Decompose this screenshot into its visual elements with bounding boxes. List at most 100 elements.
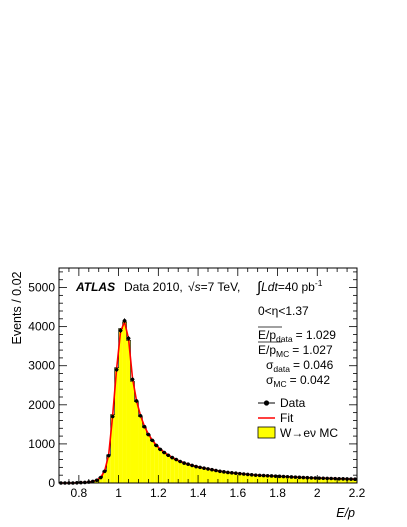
data-point bbox=[329, 476, 333, 481]
data-point bbox=[102, 469, 107, 474]
y-axis-ticks: 0 1000 2000 3000 4000 5000 bbox=[28, 271, 357, 490]
mc-bar bbox=[126, 340, 131, 483]
x-tick-label: 2 bbox=[314, 486, 321, 500]
stat-ep-data: E/pdata = 1.029 bbox=[258, 328, 336, 344]
mc-bar bbox=[198, 467, 203, 483]
data-point bbox=[114, 367, 119, 372]
mc-bar bbox=[229, 472, 234, 483]
mc-bar bbox=[146, 434, 151, 483]
y-tick-label: 0 bbox=[48, 476, 55, 490]
legend-data-label: Data bbox=[280, 396, 306, 410]
legend-entry-data: Data bbox=[258, 396, 306, 410]
data-point bbox=[293, 475, 298, 479]
stat-sigma-mc: σMC = 0.042 bbox=[266, 373, 330, 389]
mc-bar bbox=[273, 476, 278, 483]
data-point bbox=[321, 476, 326, 481]
mc-bar bbox=[249, 474, 254, 483]
data-point bbox=[194, 464, 198, 469]
mc-bar bbox=[178, 461, 183, 483]
mc-bar bbox=[194, 466, 199, 483]
data-point bbox=[122, 318, 127, 323]
data-point bbox=[178, 459, 182, 464]
data-point bbox=[126, 336, 131, 341]
data-point bbox=[222, 470, 226, 474]
legend-data-marker bbox=[263, 400, 270, 406]
mc-bar bbox=[245, 474, 250, 483]
data-point bbox=[325, 476, 330, 481]
data-point bbox=[230, 471, 234, 475]
data-point bbox=[98, 475, 103, 480]
mc-bar bbox=[138, 416, 143, 483]
x-tick-label: 1.6 bbox=[229, 486, 246, 500]
data-point bbox=[337, 476, 341, 481]
mc-bar bbox=[102, 470, 107, 483]
data-point bbox=[237, 471, 242, 476]
legend-fit-label: Fit bbox=[280, 411, 294, 425]
mc-bar bbox=[190, 465, 195, 483]
mc-bar bbox=[122, 321, 127, 483]
mc-bar bbox=[118, 328, 123, 483]
data-point bbox=[158, 447, 163, 452]
mc-bar bbox=[217, 471, 222, 483]
mc-bar bbox=[257, 475, 262, 483]
mc-bar bbox=[341, 478, 346, 483]
data-point bbox=[257, 473, 262, 478]
mc-bar bbox=[301, 477, 306, 483]
legend-entry-fit: Fit bbox=[258, 411, 294, 425]
experiment-label: ATLAS bbox=[75, 280, 115, 294]
x-tick-label: 0.8 bbox=[71, 486, 88, 500]
mc-bar bbox=[98, 477, 103, 483]
data-point bbox=[83, 480, 87, 485]
data-point bbox=[210, 467, 214, 472]
mc-bar bbox=[293, 477, 298, 483]
data-point bbox=[170, 455, 175, 460]
mc-bar bbox=[353, 479, 357, 483]
legend-entry-mc: W→eν MC bbox=[257, 426, 338, 440]
data-point bbox=[297, 475, 302, 480]
mc-bar bbox=[313, 478, 318, 483]
y-axis-label: Events / 0.02 bbox=[10, 271, 24, 344]
mc-bar bbox=[106, 454, 111, 483]
data-point bbox=[138, 413, 143, 418]
mc-bar bbox=[261, 475, 266, 483]
data-point bbox=[198, 465, 202, 470]
data-point bbox=[249, 472, 254, 477]
x-tick-label: 2.2 bbox=[349, 486, 366, 500]
mc-bar bbox=[154, 445, 159, 483]
mc-bar bbox=[206, 469, 210, 483]
data-point bbox=[118, 328, 123, 333]
legend: Data Fit W→eν MC bbox=[257, 396, 338, 440]
data-point bbox=[162, 450, 167, 455]
dataset-label: Data 2010, bbox=[124, 280, 183, 294]
mc-bar bbox=[182, 463, 187, 483]
mc-bar bbox=[253, 475, 258, 483]
y-tick-label: 5000 bbox=[28, 281, 55, 295]
data-point bbox=[341, 477, 345, 481]
data-point bbox=[190, 463, 194, 468]
mc-bar bbox=[114, 367, 119, 483]
mc-bar bbox=[162, 452, 167, 483]
data-point bbox=[309, 476, 314, 480]
x-tick-label: 1 bbox=[115, 486, 122, 500]
data-point bbox=[261, 473, 266, 478]
data-point bbox=[110, 414, 115, 419]
data-point bbox=[301, 475, 306, 480]
data-point bbox=[130, 377, 135, 382]
mc-bar bbox=[329, 478, 334, 483]
data-point bbox=[277, 474, 282, 479]
mc-bar bbox=[110, 414, 115, 483]
legend-mc-label: W→eν MC bbox=[280, 426, 338, 440]
x-tick-label: 1.2 bbox=[150, 486, 167, 500]
data-point bbox=[305, 475, 310, 480]
data-point bbox=[206, 467, 210, 471]
data-point bbox=[269, 474, 274, 478]
mc-bar bbox=[241, 474, 246, 483]
x-tick-label: 1.4 bbox=[190, 486, 207, 500]
data-point bbox=[182, 461, 186, 465]
x-axis-label: E/p bbox=[336, 506, 355, 520]
mc-bar bbox=[225, 472, 230, 483]
x-axis-ticks: 0.8 1 1.2 1.4 1.6 1.8 2 2.2 bbox=[58, 268, 366, 500]
data-point bbox=[154, 443, 159, 448]
data-point bbox=[134, 399, 139, 403]
